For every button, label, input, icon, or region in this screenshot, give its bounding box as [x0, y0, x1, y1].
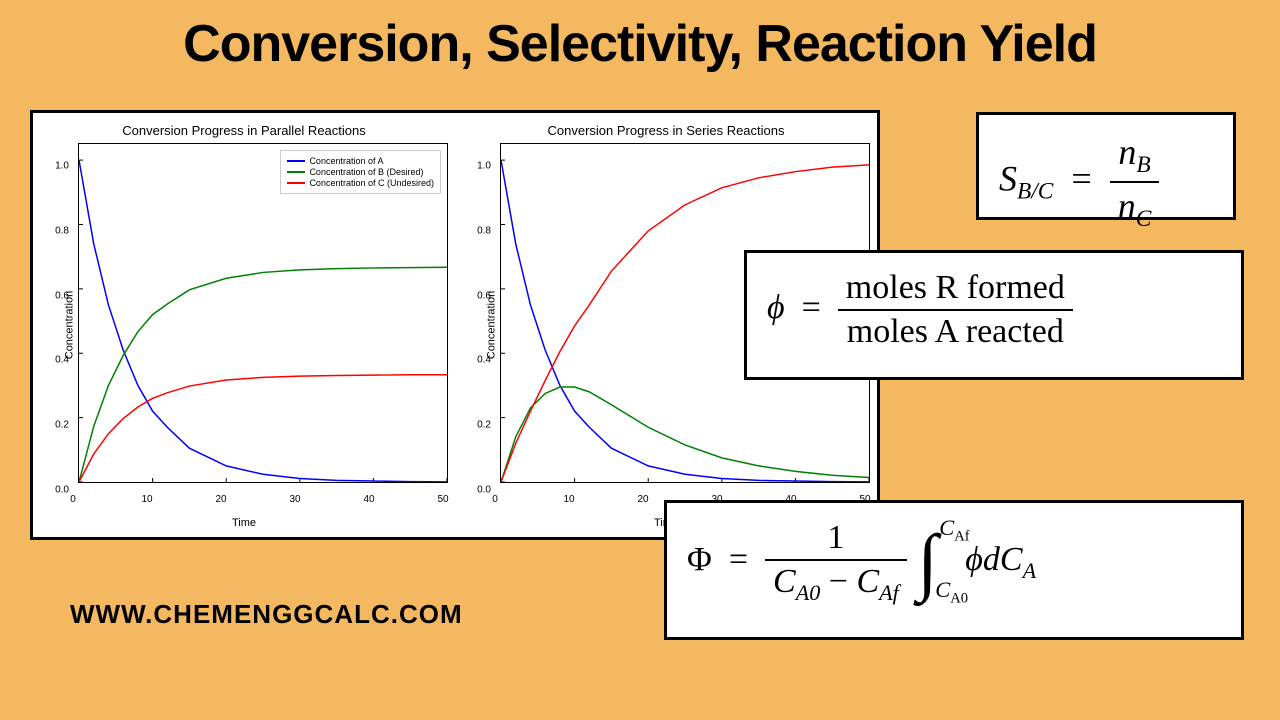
legend-item: Concentration of C (Undesired) [287, 178, 434, 188]
legend-label: Concentration of C (Undesired) [309, 178, 434, 188]
xtick: 10 [141, 494, 152, 505]
selectivity-formula: SB/C = nB nC [976, 112, 1236, 220]
parallel-legend: Concentration of AConcentration of B (De… [280, 150, 441, 194]
ytick: 1.0 [39, 161, 69, 172]
ytick: 0.8 [39, 225, 69, 236]
legend-swatch [287, 171, 305, 173]
legend-swatch [287, 160, 305, 162]
legend-label: Concentration of A [309, 156, 383, 166]
ytick: 1.0 [461, 161, 491, 172]
legend-swatch [287, 182, 305, 184]
yield-formula: ϕ = moles R formed moles A reacted [744, 250, 1244, 380]
ytick: 0.8 [461, 225, 491, 236]
ytick: 0.4 [461, 355, 491, 366]
xtick: 0 [70, 494, 76, 505]
ytick: 0.0 [461, 485, 491, 496]
legend-label: Concentration of B (Desired) [309, 167, 423, 177]
ytick: 0.0 [39, 485, 69, 496]
page-title: Conversion, Selectivity, Reaction Yield [0, 14, 1280, 74]
parallel-plot-area: Concentration of AConcentration of B (De… [78, 143, 448, 483]
xtick: 50 [437, 494, 448, 505]
xtick: 20 [215, 494, 226, 505]
xtick: 10 [563, 494, 574, 505]
xtick: 20 [637, 494, 648, 505]
parallel-chart-panel: Conversion Progress in Parallel Reaction… [33, 113, 455, 537]
parallel-plot-svg [79, 144, 447, 482]
xlabel: Time [232, 517, 256, 529]
xtick: 0 [492, 494, 498, 505]
ytick: 0.2 [461, 420, 491, 431]
legend-item: Concentration of B (Desired) [287, 167, 434, 177]
ytick: 0.4 [39, 355, 69, 366]
overall-yield-formula: Φ = 1 CA0 − CAf ∫ CA0 CAf ϕdCA [664, 500, 1244, 640]
parallel-chart-title: Conversion Progress in Parallel Reaction… [38, 123, 450, 138]
legend-item: Concentration of A [287, 156, 434, 166]
xtick: 30 [289, 494, 300, 505]
website-url: WWW.CHEMENGGCALC.COM [70, 599, 463, 630]
ytick: 0.6 [461, 290, 491, 301]
ytick: 0.6 [39, 290, 69, 301]
series-chart-title: Conversion Progress in Series Reactions [460, 123, 872, 138]
ytick: 0.2 [39, 420, 69, 431]
xtick: 40 [363, 494, 374, 505]
